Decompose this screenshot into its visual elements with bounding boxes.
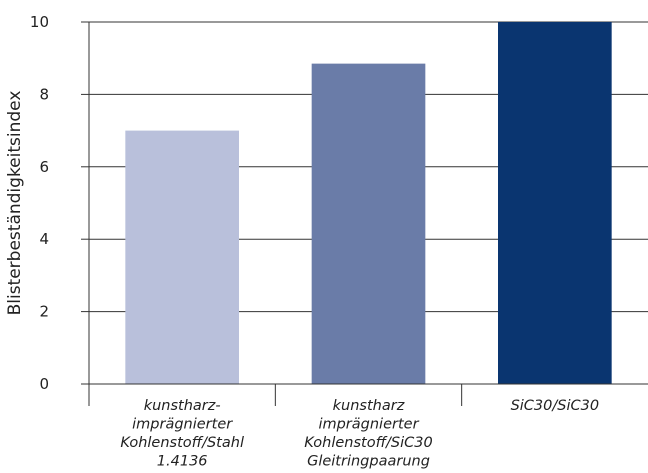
x-category-label: kunstharz-imprägnierter Kohlenstoff/Stahl… [120,398,244,470]
y-tick-label: 8 [39,85,49,103]
bar [125,130,239,384]
y-tick-label: 6 [39,158,49,176]
y-tick-label: 0 [39,375,49,393]
x-category-labels: kunstharz-imprägnierter Kohlenstoff/Stahl… [120,398,599,470]
x-category-label: kunstharz imprägnierter Kohlenstoff/SiC30 G… [304,398,432,470]
axes [81,21,648,406]
y-tick-labels: 0 2 4 6 8 10 [30,13,49,393]
bars [125,22,612,384]
bar [311,63,426,384]
bar [498,22,612,384]
y-axis-title: Blisterbeständigkeitsindex [5,91,25,316]
y-tick-label: 4 [39,230,49,248]
y-tick-label: 10 [30,13,49,31]
y-tick-label: 2 [39,303,49,321]
x-category-label: SiC30/SiC30 [511,398,600,414]
